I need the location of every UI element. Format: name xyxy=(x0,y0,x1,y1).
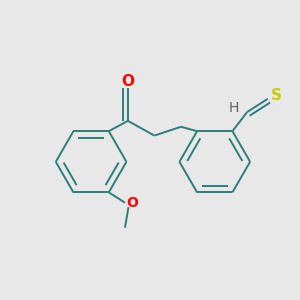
Text: O: O xyxy=(122,74,134,88)
Text: O: O xyxy=(126,196,138,210)
Text: S: S xyxy=(271,88,282,103)
Text: H: H xyxy=(229,100,239,115)
